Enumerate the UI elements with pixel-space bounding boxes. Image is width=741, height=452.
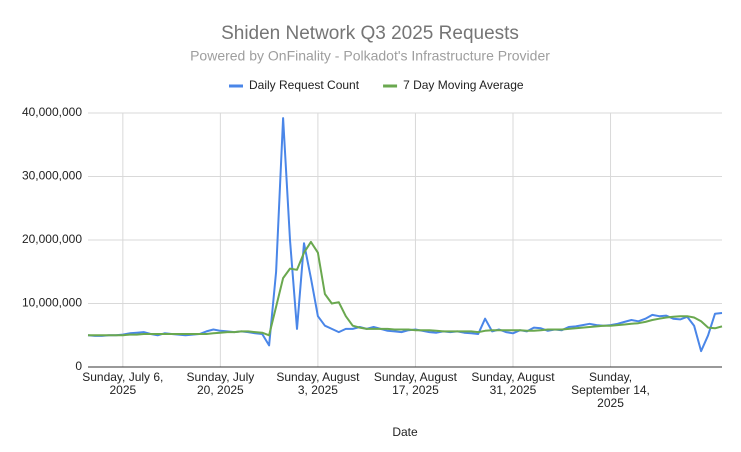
chart-title: Shiden Network Q3 2025 Requests [221, 23, 519, 44]
series-line [87, 117, 723, 353]
x-tick-label: Sunday, August 31, 2025 [471, 370, 555, 397]
chart-subtitle: Powered by OnFinality - Polkadot's Infra… [190, 48, 550, 64]
x-tick-label: Sunday, July 20, 2025 [186, 370, 254, 397]
legend-label: Daily Request Count [249, 78, 360, 92]
y-tick-label: 0 [75, 359, 82, 373]
x-tick-label: Sunday, September 14, 2025 [571, 370, 650, 410]
y-tick-label: 30,000,000 [22, 169, 82, 183]
x-tick-label: Sunday, August 3, 2025 [276, 370, 360, 397]
series-line [88, 240, 723, 337]
x-tick-label: Sunday, August 17, 2025 [374, 370, 458, 397]
legend-label: 7 Day Moving Average [403, 78, 524, 92]
x-axis-label: Date [392, 425, 418, 439]
x-tick-label: Sunday, July 6, 2025 [82, 370, 163, 397]
y-tick-label: 40,000,000 [22, 105, 82, 119]
y-tick-label: 20,000,000 [22, 232, 82, 246]
y-tick-label: 10,000,000 [22, 296, 82, 310]
